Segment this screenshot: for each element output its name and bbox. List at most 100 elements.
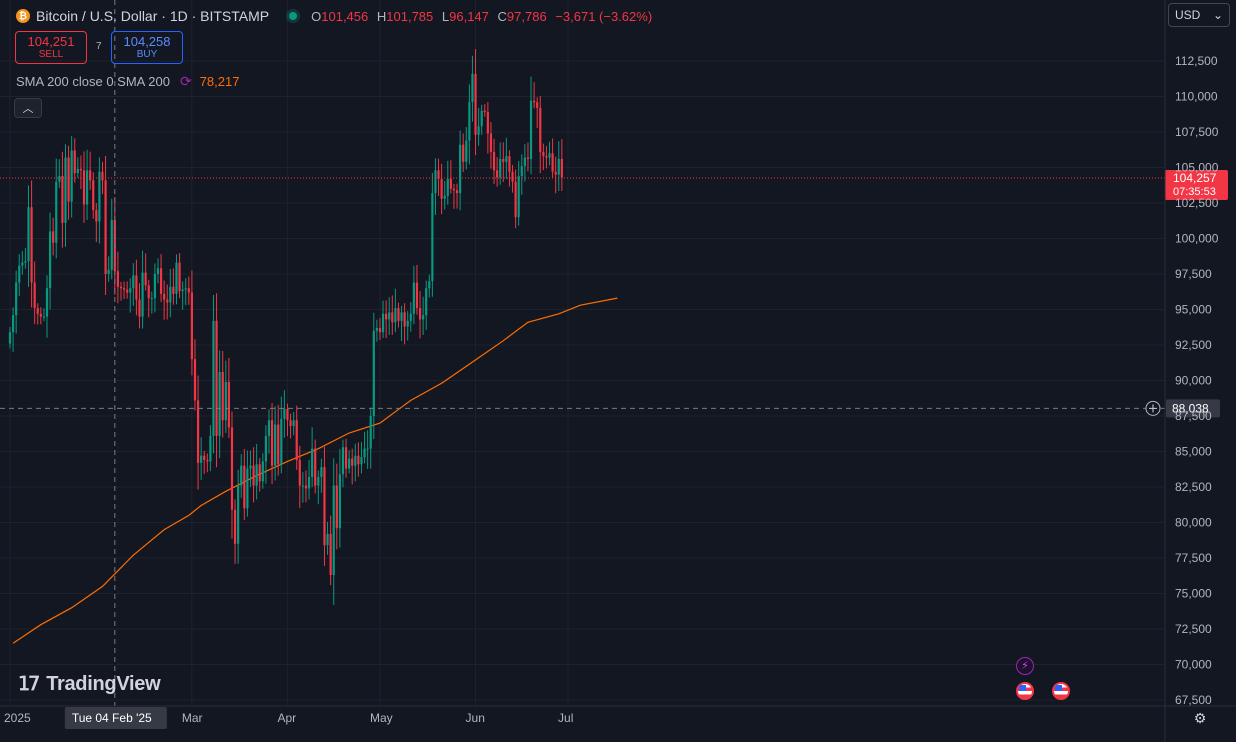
candle-body — [459, 144, 462, 194]
candle-body — [36, 308, 39, 314]
candle-body — [323, 467, 326, 546]
candle-body — [406, 320, 409, 327]
candle-body — [73, 150, 76, 174]
candle-body — [511, 171, 514, 182]
candle-body — [215, 320, 218, 436]
event-bolt-icon[interactable]: ⚡ — [1016, 657, 1034, 675]
tradingview-logo-icon: 𝟣𝟩 — [18, 674, 40, 695]
candle-body — [258, 464, 261, 482]
candle-body — [18, 265, 21, 283]
collapse-legend-button[interactable]: ︿ — [14, 98, 42, 118]
candle-body — [64, 157, 67, 223]
candle-body — [360, 457, 363, 465]
chart-grid — [0, 0, 1165, 706]
crosshair-price-label: 88,038 — [1172, 401, 1209, 415]
candle-body — [526, 157, 530, 159]
us-flag-event-icon-2[interactable] — [1052, 682, 1070, 700]
market-status-dot[interactable] — [289, 12, 298, 20]
candle-body — [449, 178, 452, 189]
candle-body — [554, 171, 557, 175]
price-tick-label: 102,500 — [1175, 196, 1219, 210]
buy-label: BUY — [136, 49, 158, 60]
candle-body — [486, 112, 489, 134]
symbol-title[interactable]: Bitcoin / U.S. Dollar · 1D · BITSTAMP — [36, 8, 270, 24]
us-flag-event-icon[interactable] — [1016, 682, 1034, 700]
time-tick-label: Jul — [558, 711, 573, 725]
candle-body — [307, 477, 311, 489]
candle-body — [338, 474, 341, 529]
candle-body — [437, 170, 440, 179]
crosshair-date-label: Tue 04 Feb '25 — [72, 711, 152, 725]
candle-body — [8, 332, 12, 344]
candle-body — [267, 420, 271, 436]
ohlc-values: O101,456 H101,785 L96,147 C97,786 −3,671… — [311, 9, 657, 24]
price-tick-label: 70,000 — [1175, 658, 1212, 672]
candle-body — [196, 400, 200, 463]
candle-body — [471, 73, 474, 103]
candle-body — [92, 180, 95, 211]
candle-body — [539, 107, 542, 152]
sell-button[interactable]: 104,251 SELL — [15, 31, 87, 64]
indicator-legend[interactable]: SMA 200 close 0 SMA 200 ⟳ 78,217 — [16, 73, 239, 90]
candle-body — [122, 288, 126, 290]
price-tick-label: 67,500 — [1175, 693, 1212, 707]
candle-body — [190, 292, 193, 360]
candle-body — [326, 533, 329, 546]
candle-body — [415, 282, 419, 309]
candle-body — [523, 157, 526, 167]
candle-body — [48, 231, 52, 289]
candle-body — [237, 485, 240, 544]
candle-body — [79, 168, 83, 171]
candle-body — [153, 274, 157, 299]
candle-body — [409, 313, 412, 321]
candle-body — [520, 166, 523, 177]
candle-body — [422, 315, 425, 320]
high-label: H — [376, 8, 387, 24]
candle-body — [119, 286, 123, 289]
candle-body — [357, 455, 360, 465]
candle-body — [311, 448, 314, 478]
candle-body — [369, 416, 372, 449]
candle-body — [428, 281, 431, 289]
candle-body — [452, 188, 456, 191]
candle-body — [508, 156, 511, 172]
candle-body — [221, 371, 224, 421]
candle-body — [292, 420, 295, 426]
candle-body — [542, 151, 545, 157]
candle-body — [95, 210, 98, 222]
candle-body — [295, 420, 298, 461]
candle-body — [560, 158, 563, 178]
sell-price: 104,251 — [27, 34, 75, 49]
candle-body — [440, 178, 443, 199]
candle-body — [89, 170, 92, 181]
price-tick-label: 100,000 — [1175, 232, 1219, 246]
candle-body — [193, 359, 197, 401]
candle-body — [348, 458, 351, 469]
candle-body — [233, 509, 237, 544]
candle-body — [381, 313, 385, 333]
candle-body — [138, 299, 141, 317]
candle-body — [45, 288, 49, 317]
candle-body — [33, 282, 36, 309]
refresh-icon[interactable]: ⟳ — [179, 73, 192, 89]
candle-body — [203, 455, 206, 461]
candle-body — [107, 269, 110, 274]
buy-button[interactable]: 104,258 BUY — [111, 31, 183, 64]
spread-value: 7 — [96, 41, 102, 52]
sma-200-line — [12, 297, 618, 644]
candle-body — [21, 262, 24, 266]
candle-body — [240, 465, 243, 486]
currency-select[interactable]: USD ⌄ — [1168, 3, 1230, 27]
candle-body — [517, 176, 520, 218]
candle-body — [388, 312, 391, 320]
candle-body — [169, 286, 172, 303]
candle-body — [67, 157, 70, 202]
candle-body — [403, 312, 406, 327]
candle-body — [499, 158, 502, 178]
candle-body — [351, 458, 354, 466]
candle-body — [468, 102, 471, 141]
candle-body — [455, 190, 459, 194]
candle-body — [446, 178, 449, 196]
gear-icon[interactable]: ⚙ — [1193, 710, 1207, 726]
